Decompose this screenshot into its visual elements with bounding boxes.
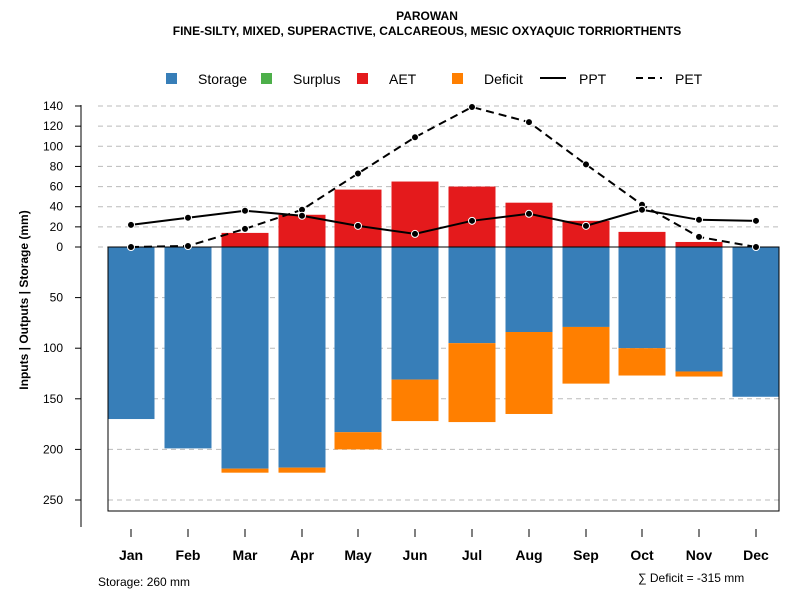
storage-bar [221, 247, 269, 469]
x-axis: Jan Feb Mar Apr May Jun Jul Aug Sep Oct Nov Dec [119, 529, 769, 563]
legend-label-aet: AET [389, 71, 417, 87]
deficit-bar [618, 348, 666, 376]
y-tick-label: 250 [43, 493, 63, 507]
legend-swatch-deficit [452, 73, 463, 84]
aet-bar [618, 231, 666, 247]
x-tick-label: May [344, 547, 371, 563]
deficit-bar [505, 332, 553, 414]
y-tick-label: 140 [43, 99, 63, 113]
x-tick-label: Mar [233, 547, 258, 563]
deficit-bar [675, 371, 723, 377]
aet-bar [278, 214, 326, 247]
storage-bar [732, 247, 780, 397]
pet-point [184, 241, 192, 250]
pet-point [127, 243, 135, 251]
x-tick-label: Jun [403, 547, 428, 563]
ppt-point [525, 209, 533, 218]
deficit-bar [391, 379, 439, 422]
legend-swatch-storage [166, 73, 177, 84]
storage-bar [448, 247, 496, 344]
pet-point [241, 224, 249, 233]
ppt-point [127, 220, 135, 229]
x-tick-label: Jul [462, 547, 482, 563]
x-tick-label: Nov [686, 547, 713, 563]
ppt-line [130, 208, 757, 235]
y-tick-label: 0 [56, 240, 63, 254]
ppt-point [752, 216, 760, 225]
ppt-point [582, 221, 590, 230]
chart-title: PAROWAN [396, 9, 458, 23]
storage-note: Storage: 260 mm [98, 575, 190, 589]
deficit-note: ∑ Deficit = -315 mm [638, 571, 744, 585]
storage-bar [562, 247, 610, 327]
ppt-point [184, 213, 192, 222]
legend-label-ppt: PPT [579, 71, 607, 87]
y-axis: 0 20 40 60 80 100 120 140 50 100 150 200 250 [43, 99, 82, 527]
aet-bar [675, 241, 723, 247]
y-tick-label: 50 [50, 291, 64, 305]
deficit-bar [221, 468, 269, 473]
x-tick-label: Apr [290, 547, 315, 563]
y-tick-label: 40 [50, 200, 64, 214]
x-tick-label: Feb [176, 547, 201, 563]
chart-subtitle: FINE-SILTY, MIXED, SUPERACTIVE, CALCAREO… [173, 24, 682, 38]
storage-bar [391, 247, 439, 380]
storage-bar [164, 247, 212, 449]
legend: Storage Surplus AET Deficit PPT PET [166, 71, 703, 87]
storage-bar [675, 247, 723, 372]
ppt-point [695, 215, 703, 224]
storage-bar [334, 247, 382, 433]
ppt-point [241, 206, 249, 215]
deficit-bar [448, 343, 496, 423]
deficit-bar [334, 432, 382, 450]
y-tick-label: 100 [43, 139, 63, 153]
pet-point [695, 232, 703, 241]
storage-bar [107, 247, 155, 420]
legend-swatch-aet [357, 73, 368, 84]
storage-bar [278, 247, 326, 468]
ppt-point [354, 221, 362, 230]
y-tick-label: 120 [43, 119, 63, 133]
pet-line [130, 105, 757, 248]
y-tick-label: 80 [50, 159, 64, 173]
y-tick-label: 60 [50, 180, 64, 194]
x-tick-label: Dec [743, 547, 769, 563]
deficit-bar [562, 326, 610, 384]
y-tick-label: 100 [43, 341, 63, 355]
legend-label-deficit: Deficit [484, 71, 523, 87]
deficit-bar [278, 467, 326, 473]
pet-point [582, 160, 590, 169]
legend-label-storage: Storage [198, 71, 247, 87]
x-tick-label: Oct [630, 547, 654, 563]
aet-bar [505, 202, 553, 247]
y-tick-label: 200 [43, 442, 63, 456]
ppt-point [411, 229, 419, 238]
pet-point [525, 118, 533, 127]
bars [107, 181, 780, 473]
legend-label-pet: PET [675, 71, 703, 87]
pet-point [354, 169, 362, 178]
y-tick-label: 20 [50, 220, 64, 234]
y-tick-label: 150 [43, 392, 63, 406]
storage-bar [618, 247, 666, 349]
aet-bar [334, 189, 382, 247]
legend-swatch-surplus [261, 73, 272, 84]
ppt-point [468, 216, 476, 225]
y-axis-label: Inputs | Outputs | Storage (mm) [17, 210, 31, 389]
legend-label-surplus: Surplus [293, 71, 340, 87]
x-tick-label: Aug [515, 547, 542, 563]
pet-point [411, 133, 419, 142]
aet-bar [221, 232, 269, 247]
x-tick-label: Jan [119, 547, 143, 563]
storage-bar [505, 247, 553, 333]
x-tick-label: Sep [573, 547, 599, 563]
ppt-point [638, 205, 646, 214]
series-lines [127, 103, 760, 251]
pet-point [468, 103, 476, 112]
aet-bar [448, 186, 496, 247]
pet-point [752, 243, 760, 251]
ppt-point [298, 211, 306, 220]
